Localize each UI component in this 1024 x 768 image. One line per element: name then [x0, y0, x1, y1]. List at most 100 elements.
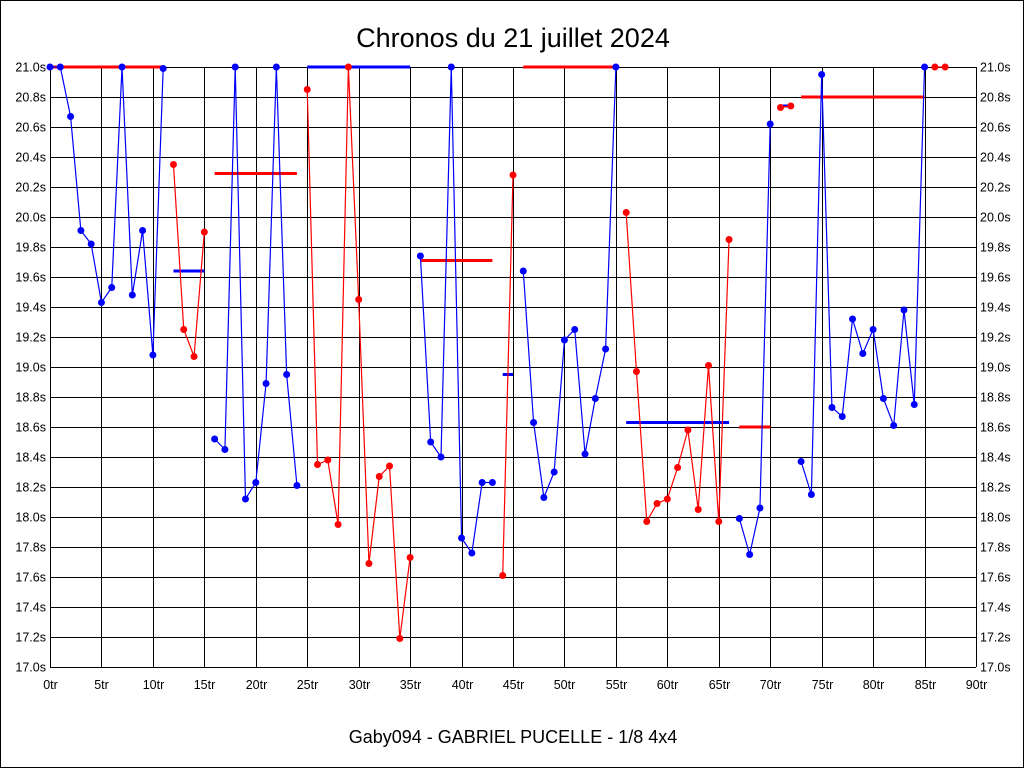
y-tick-label-left: 18.8s	[15, 391, 46, 405]
series-9	[735, 120, 774, 558]
series-2	[169, 161, 208, 360]
data-point	[715, 518, 723, 525]
data-point	[87, 240, 95, 248]
data-point	[787, 102, 795, 110]
data-point	[807, 491, 815, 498]
y-tick-label-left: 17.0s	[15, 661, 46, 675]
grid	[50, 67, 977, 668]
data-point	[334, 521, 342, 528]
data-point	[941, 63, 949, 71]
data-point	[252, 479, 260, 486]
y-tick-label-left: 17.4s	[15, 601, 46, 615]
y-tick-label-right: 20.2s	[980, 181, 1011, 195]
y-tick-label-left: 17.6s	[15, 571, 46, 585]
x-tick-label: 80tr	[863, 678, 885, 692]
y-tick-label-left: 20.4s	[15, 151, 46, 165]
series-line	[214, 66, 298, 502]
data-point	[262, 380, 270, 387]
y-tick-label-right: 17.0s	[980, 661, 1011, 675]
data-point	[869, 326, 877, 333]
x-tick-label: 20tr	[246, 678, 268, 692]
series-3	[211, 63, 301, 503]
series-line	[522, 66, 617, 500]
y-tick-label-right: 19.0s	[980, 361, 1011, 375]
x-tick-label: 0tr	[43, 678, 58, 692]
y-tick-label-right: 18.6s	[980, 421, 1011, 435]
data-point	[46, 63, 54, 71]
data-point	[931, 63, 939, 71]
y-tick-label-right: 19.2s	[980, 331, 1011, 345]
data-point	[519, 267, 527, 275]
series-8	[622, 209, 733, 525]
y-tick-label-left: 20.0s	[15, 211, 46, 225]
data-point	[663, 495, 671, 503]
data-point	[375, 473, 383, 480]
y-tick-label-right: 20.6s	[980, 121, 1011, 135]
y-tick-label-left: 18.4s	[15, 451, 46, 465]
series-4	[303, 63, 414, 642]
data-point	[324, 456, 332, 464]
data-point	[293, 482, 301, 489]
data-point	[499, 572, 507, 579]
data-point	[612, 63, 620, 71]
data-point	[159, 65, 167, 72]
data-point	[653, 500, 661, 507]
data-point	[910, 401, 918, 408]
x-tick-label: 25tr	[297, 678, 319, 692]
data-point	[139, 227, 147, 234]
series-7	[519, 63, 620, 501]
y-tick-label-right: 20.8s	[980, 91, 1011, 105]
y-tick-label-left: 19.0s	[15, 361, 46, 375]
series-10	[777, 102, 795, 111]
series-11	[797, 63, 929, 498]
data-point	[921, 63, 929, 71]
data-point	[550, 468, 558, 476]
y-tick-label-left: 17.8s	[15, 541, 46, 555]
data-point	[900, 306, 908, 314]
data-point	[314, 461, 322, 468]
data-point	[591, 395, 599, 402]
y-tick-label-right: 19.6s	[980, 271, 1011, 285]
x-axis-label: Gaby094 - GABRIEL PUCELLE - 1/8 4x4	[349, 727, 678, 747]
data-point	[756, 504, 764, 512]
x-tick-label: 15tr	[194, 678, 216, 692]
x-tick-label: 50tr	[554, 678, 576, 692]
data-point	[118, 63, 126, 71]
x-tick-label: 55tr	[606, 678, 628, 692]
data-point	[571, 326, 579, 333]
data-point	[437, 453, 445, 461]
series-12	[931, 63, 949, 71]
y-tick-label-left: 19.4s	[15, 301, 46, 315]
data-point	[746, 551, 754, 558]
series-line	[738, 123, 771, 555]
data-point	[694, 506, 702, 513]
data-point	[632, 368, 640, 375]
data-point	[200, 228, 208, 236]
data-point	[231, 63, 239, 71]
data-point	[777, 104, 785, 111]
data-point	[406, 554, 414, 561]
data-point	[283, 371, 291, 378]
y-tick-label-left: 18.2s	[15, 481, 46, 495]
data-point	[540, 494, 548, 501]
data-point	[602, 345, 610, 353]
data-point	[879, 395, 887, 402]
y-tick-label-left: 17.2s	[15, 631, 46, 645]
y-tick-label-left: 18.6s	[15, 421, 46, 435]
data-point	[303, 86, 311, 93]
y-tick-label-left: 21.0s	[15, 61, 46, 75]
y-tick-label-left: 20.8s	[15, 91, 46, 105]
series-line	[306, 66, 411, 639]
data-point	[128, 291, 136, 299]
data-point	[488, 479, 496, 486]
tick-labels: 17.0s 17.0s 17.2s 17.2s 17.4s 17.4s 17.6s 17.6s…	[15, 61, 1010, 693]
series-group	[46, 63, 949, 642]
data-point	[365, 560, 373, 567]
data-point	[396, 635, 404, 642]
data-point	[416, 252, 424, 260]
x-tick-label: 35tr	[400, 678, 422, 692]
data-point	[766, 120, 774, 128]
y-tick-label-right: 17.8s	[980, 541, 1011, 555]
y-tick-label-right: 19.8s	[980, 241, 1011, 255]
data-point	[427, 438, 435, 446]
